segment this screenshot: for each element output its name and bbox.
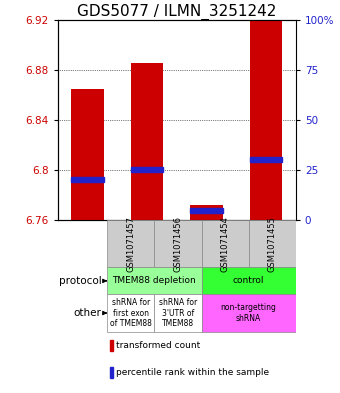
Text: TMEM88 depletion: TMEM88 depletion [113, 276, 196, 285]
Bar [109, 367, 113, 378]
Bar [190, 208, 223, 213]
Text: protocol: protocol [59, 276, 102, 286]
Bar [154, 220, 202, 267]
Bar [109, 340, 113, 351]
Bar [107, 220, 154, 267]
Bar [250, 20, 283, 220]
Title: GDS5077 / ILMN_3251242: GDS5077 / ILMN_3251242 [77, 4, 276, 20]
Text: shRNA for
3'UTR of
TMEM88: shRNA for 3'UTR of TMEM88 [159, 298, 197, 328]
Text: GSM1071457: GSM1071457 [126, 216, 135, 272]
Bar [202, 220, 249, 267]
Bar [107, 267, 202, 294]
Bar [107, 294, 154, 332]
Text: transformed count: transformed count [116, 341, 200, 350]
Bar [71, 88, 104, 220]
Text: other: other [74, 308, 102, 318]
Bar [202, 294, 296, 332]
Bar [250, 158, 283, 162]
Bar [202, 267, 296, 294]
Text: non-targetting
shRNA: non-targetting shRNA [221, 303, 277, 323]
Text: GSM1071454: GSM1071454 [221, 216, 230, 272]
Text: control: control [233, 276, 265, 285]
Bar [131, 64, 164, 220]
Bar [154, 294, 202, 332]
Bar [131, 167, 164, 173]
Bar [249, 220, 296, 267]
Text: percentile rank within the sample: percentile rank within the sample [116, 368, 269, 376]
Text: GSM1071455: GSM1071455 [268, 216, 277, 272]
Text: GSM1071456: GSM1071456 [173, 216, 183, 272]
Text: shRNA for
first exon
of TMEM88: shRNA for first exon of TMEM88 [110, 298, 152, 328]
Bar [190, 205, 223, 220]
Bar [71, 178, 104, 182]
